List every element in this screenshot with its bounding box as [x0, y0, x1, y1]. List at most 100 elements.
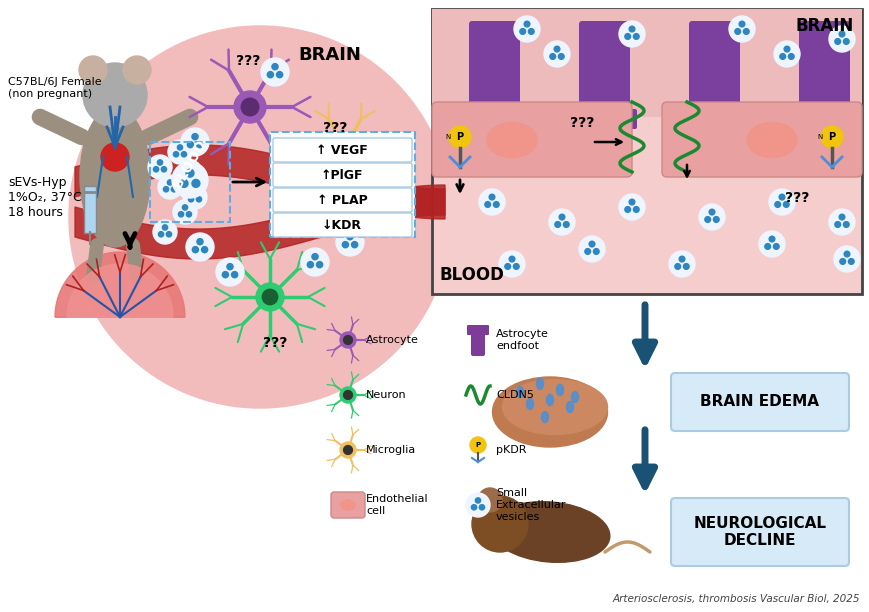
- Circle shape: [618, 21, 644, 47]
- Text: ???: ???: [322, 121, 347, 135]
- Circle shape: [484, 201, 490, 207]
- Text: Astrocyte
endfoot: Astrocyte endfoot: [495, 329, 548, 351]
- Circle shape: [234, 91, 266, 123]
- Circle shape: [839, 214, 844, 220]
- Ellipse shape: [571, 392, 578, 403]
- FancyBboxPatch shape: [688, 21, 740, 120]
- Text: Endothelial
cell: Endothelial cell: [366, 494, 428, 516]
- FancyBboxPatch shape: [269, 132, 415, 237]
- Circle shape: [340, 332, 355, 348]
- Text: ↓KDR: ↓KDR: [322, 218, 362, 231]
- Circle shape: [633, 34, 639, 39]
- FancyBboxPatch shape: [467, 325, 488, 335]
- Circle shape: [679, 256, 684, 262]
- Text: N: N: [445, 134, 450, 140]
- Circle shape: [186, 169, 194, 177]
- Circle shape: [171, 187, 176, 192]
- Circle shape: [834, 39, 839, 44]
- Circle shape: [168, 140, 192, 164]
- Circle shape: [183, 171, 189, 177]
- Circle shape: [101, 143, 129, 171]
- Text: Neuron: Neuron: [366, 390, 406, 400]
- FancyBboxPatch shape: [681, 109, 746, 129]
- Circle shape: [163, 225, 168, 230]
- Circle shape: [554, 222, 560, 227]
- Circle shape: [180, 179, 188, 187]
- Circle shape: [479, 189, 504, 215]
- Circle shape: [340, 442, 355, 458]
- Circle shape: [477, 488, 501, 512]
- FancyBboxPatch shape: [273, 163, 412, 187]
- FancyBboxPatch shape: [791, 109, 856, 129]
- Circle shape: [192, 190, 197, 195]
- Circle shape: [79, 56, 107, 84]
- FancyBboxPatch shape: [461, 109, 527, 129]
- Circle shape: [336, 188, 342, 195]
- Circle shape: [189, 196, 194, 202]
- Circle shape: [782, 201, 788, 207]
- Circle shape: [628, 26, 634, 32]
- Text: NEUROLOGICAL
DECLINE: NEUROLOGICAL DECLINE: [693, 516, 826, 548]
- Polygon shape: [75, 185, 444, 259]
- Text: BLOOD: BLOOD: [440, 266, 504, 284]
- Text: Arteriosclerosis, thrombosis Vascular Biol, 2025: Arteriosclerosis, thrombosis Vascular Bi…: [612, 594, 859, 604]
- FancyBboxPatch shape: [470, 330, 484, 356]
- Ellipse shape: [341, 500, 355, 510]
- Circle shape: [196, 196, 202, 202]
- Circle shape: [316, 261, 322, 267]
- Circle shape: [166, 231, 171, 237]
- Circle shape: [262, 289, 277, 305]
- Text: BLOOD: BLOOD: [169, 136, 209, 190]
- Circle shape: [186, 212, 191, 217]
- Ellipse shape: [502, 379, 607, 435]
- Circle shape: [153, 220, 176, 244]
- Circle shape: [549, 54, 555, 59]
- Ellipse shape: [516, 387, 523, 398]
- Circle shape: [504, 264, 510, 269]
- Circle shape: [842, 39, 848, 44]
- Text: Astrocyte: Astrocyte: [366, 335, 418, 345]
- Circle shape: [708, 209, 714, 215]
- Circle shape: [739, 21, 744, 27]
- Circle shape: [202, 247, 208, 253]
- Circle shape: [839, 259, 845, 264]
- FancyBboxPatch shape: [670, 498, 848, 566]
- Text: CLDN5: CLDN5: [495, 390, 534, 400]
- Circle shape: [704, 217, 710, 222]
- Text: ???: ???: [784, 191, 808, 205]
- Text: ???: ???: [235, 54, 260, 68]
- Circle shape: [196, 141, 202, 147]
- Text: Microglia: Microglia: [366, 445, 415, 455]
- Circle shape: [83, 63, 147, 127]
- Ellipse shape: [746, 122, 796, 157]
- Polygon shape: [67, 264, 173, 317]
- Circle shape: [255, 283, 283, 311]
- Circle shape: [196, 239, 202, 245]
- Circle shape: [833, 246, 859, 272]
- Circle shape: [178, 212, 183, 217]
- Polygon shape: [75, 145, 444, 219]
- Ellipse shape: [541, 411, 547, 422]
- Circle shape: [172, 162, 208, 198]
- Circle shape: [764, 244, 770, 249]
- Circle shape: [335, 228, 363, 256]
- Circle shape: [624, 207, 630, 212]
- Circle shape: [734, 29, 740, 34]
- Circle shape: [520, 29, 525, 34]
- FancyBboxPatch shape: [468, 21, 520, 120]
- Circle shape: [474, 498, 480, 503]
- Circle shape: [182, 185, 207, 209]
- Circle shape: [783, 46, 789, 52]
- Circle shape: [787, 54, 793, 59]
- FancyBboxPatch shape: [273, 213, 412, 237]
- Ellipse shape: [556, 384, 563, 395]
- Circle shape: [579, 236, 604, 262]
- Circle shape: [839, 31, 844, 37]
- Circle shape: [828, 26, 854, 52]
- FancyBboxPatch shape: [798, 21, 849, 120]
- Circle shape: [332, 196, 338, 203]
- Circle shape: [186, 233, 214, 261]
- Circle shape: [584, 248, 590, 255]
- Circle shape: [479, 505, 484, 510]
- Ellipse shape: [80, 107, 149, 247]
